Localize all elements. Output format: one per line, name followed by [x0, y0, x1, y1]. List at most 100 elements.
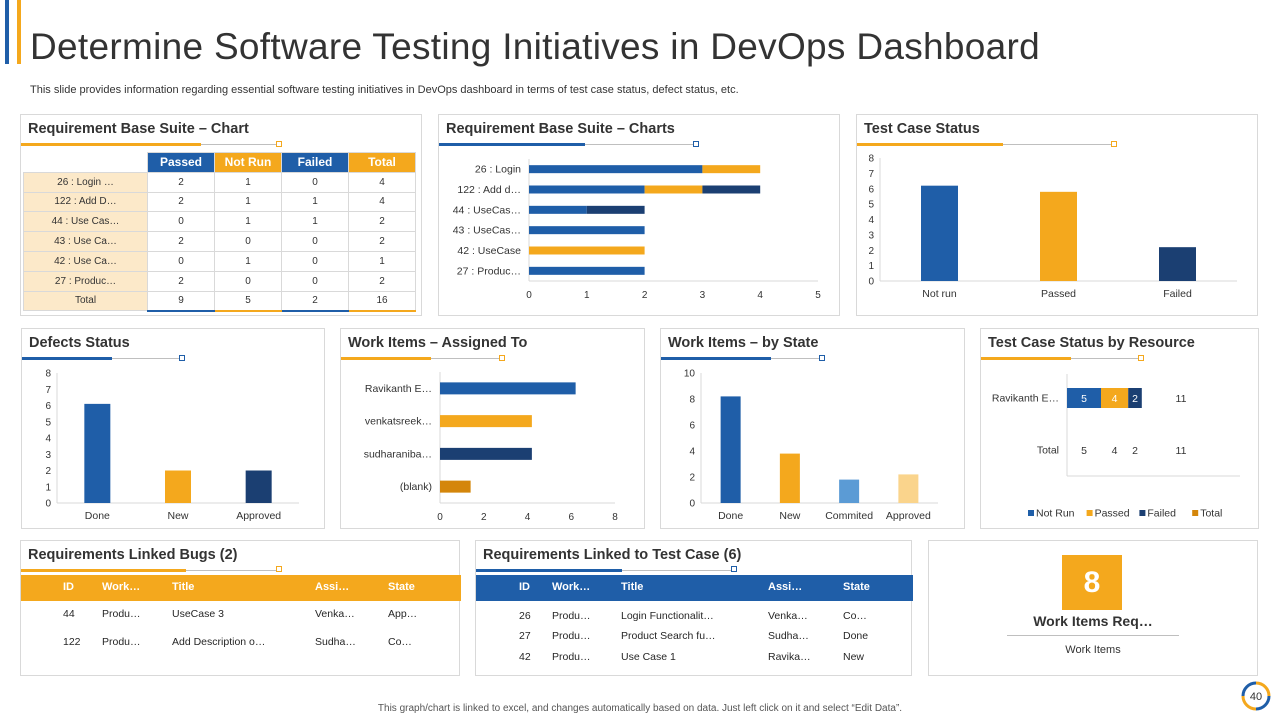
y-tick-label: venkatsreek…: [365, 416, 432, 428]
bar-segment: [1101, 388, 1129, 408]
title-underline: [1071, 358, 1141, 359]
panel-title: Work Items – Assigned To: [348, 335, 528, 351]
bar: [1040, 191, 1077, 281]
table-row[interactable]: 26 Produ… Login Functionalit… Venka… Co…: [519, 610, 867, 622]
panel-by-state[interactable]: Work Items – by State 0 2 4 6 8 10 Done New Comm…: [660, 328, 965, 529]
panel-title: Requirement Base Suite – Charts: [446, 121, 675, 137]
bar: [245, 470, 272, 503]
y-tick-label: 1: [868, 261, 874, 272]
column-header: Passed: [147, 152, 215, 173]
y-tick-label: 7: [45, 385, 51, 396]
panel-req-charts[interactable]: Requirement Base Suite – Charts 0 1 2 3 4 5 26…: [438, 114, 840, 316]
panel-assigned-to[interactable]: Work Items – Assigned To 0 2 4 6 8 Ravikanth …: [340, 328, 645, 529]
bar: [84, 403, 111, 503]
cycle-arc-blue: [1255, 695, 1271, 711]
resize-handle[interactable]: [276, 566, 282, 572]
y-tick-label: 4: [45, 434, 51, 445]
y-tick-label: sudharaniba…: [364, 448, 432, 460]
title-underline: [431, 358, 501, 359]
resize-handle[interactable]: [179, 355, 185, 361]
x-tick-label: 2: [642, 290, 648, 301]
y-tick-label: 8: [45, 369, 51, 380]
data-label: 11: [1176, 393, 1187, 405]
title-underline: [112, 358, 182, 359]
panel-linked-bugs[interactable]: Requirements Linked Bugs (2) ID Work… Ti…: [20, 540, 461, 676]
x-tick-label: New: [779, 510, 800, 522]
x-tick-label: Commited: [825, 510, 873, 522]
data-label: 5: [1081, 393, 1087, 405]
y-tick-label: 3: [45, 450, 51, 461]
panel-title: Requirement Base Suite – Chart: [28, 121, 249, 137]
column-header: Work…: [102, 581, 141, 593]
title-underline-accent: [21, 143, 201, 146]
y-tick-label: 6: [868, 184, 874, 195]
data-label: 11: [1176, 445, 1187, 457]
legend-swatch: [1028, 510, 1034, 516]
x-tick-label: 1: [584, 290, 590, 301]
title-underline: [186, 570, 279, 571]
column-header: ID: [63, 581, 74, 593]
x-tick-label: 4: [757, 290, 763, 301]
panel-kpi[interactable]: 8 Work Items Req… Work Items: [928, 540, 1258, 676]
y-tick-label: 4: [868, 215, 874, 226]
table-row[interactable]: 27 Produ… Product Search fu… Sudha… Done: [519, 630, 869, 642]
column-header: State: [843, 581, 870, 593]
bar: [440, 447, 532, 460]
table-row[interactable]: 44 Produ… UseCase 3 Venka… App…: [63, 608, 418, 620]
resize-handle[interactable]: [693, 141, 699, 147]
kpi-sublabel: Work Items: [1065, 644, 1121, 656]
table-row[interactable]: 122 Produ… Add Description o… Sudha… Co…: [63, 636, 412, 648]
bar-segment: [1067, 388, 1101, 408]
resize-handle[interactable]: [819, 355, 825, 361]
title-underline-accent: [857, 143, 1003, 146]
requirement-table: Passed Not Run Failed Total 26 : Login ……: [23, 152, 416, 312]
panel-defects-status[interactable]: Defects Status 0 1 2 3 4 5 6 7 8 Done New Approved: [21, 328, 325, 529]
resize-handle[interactable]: [1111, 141, 1117, 147]
bar: [921, 185, 958, 281]
x-tick-label: Done: [85, 510, 110, 522]
panel-title: Test Case Status by Resource: [988, 335, 1195, 351]
y-tick-label: 44 : UseCas…: [453, 204, 521, 216]
title-underline-accent: [21, 569, 186, 572]
resize-handle[interactable]: [731, 566, 737, 572]
panel-req-chart[interactable]: Requirement Base Suite – Chart Passed No…: [20, 114, 422, 316]
footer-note: This graph/chart is linked to excel, and…: [377, 703, 903, 714]
y-tick-label: Total: [1037, 445, 1059, 457]
bar-segment: [529, 226, 645, 235]
panel-title: Work Items – by State: [668, 335, 819, 351]
resize-handle[interactable]: [499, 355, 505, 361]
column-header: Work…: [552, 581, 591, 593]
x-tick-label: Not run: [922, 288, 957, 300]
title-underline-accent: [439, 143, 585, 146]
title-underline-accent: [981, 357, 1071, 360]
panel-linked-test-cases[interactable]: Requirements Linked to Test Case (6) ID …: [475, 540, 913, 676]
work-items-by-state-chart: 0 2 4 6 8 10 Done New Commited Approved: [684, 369, 938, 522]
bar: [165, 470, 191, 503]
column-header: Title: [621, 581, 644, 593]
y-tick-label: Ravikanth E…: [365, 383, 432, 395]
table-row: 26 : Login … 2 1 0 4: [23, 171, 416, 193]
table-row[interactable]: 42 Produ… Use Case 1 Ravika… New: [519, 651, 865, 663]
y-tick-label: 43 : UseCas…: [453, 225, 521, 237]
y-tick-label: 122 : Add d…: [457, 184, 521, 196]
resize-handle[interactable]: [1138, 355, 1144, 361]
column-header: State: [388, 581, 415, 593]
panel-title: Defects Status: [29, 335, 130, 351]
panel-test-case-status[interactable]: Test Case Status 0 1 2 3 4 5 6 7 8 Not run Passed F…: [856, 114, 1258, 316]
x-tick-label: Approved: [236, 510, 281, 522]
y-tick-label: 5: [45, 417, 51, 428]
y-tick-label: 6: [689, 421, 695, 432]
bar-segment: [702, 185, 761, 194]
panel-title: Test Case Status: [864, 121, 980, 137]
resize-handle[interactable]: [276, 141, 282, 147]
panel-by-resource[interactable]: Test Case Status by Resource Ravikanth E…: [980, 328, 1259, 529]
title-underline: [771, 358, 821, 359]
column-header: Total: [348, 152, 416, 173]
cycle-arc-gold: [1241, 695, 1257, 711]
y-tick-label: 0: [45, 499, 51, 510]
y-tick-label: 10: [684, 369, 696, 380]
accent-bar-gold: [17, 0, 21, 64]
column-header: Assi…: [315, 581, 350, 593]
title-underline-accent: [476, 569, 622, 572]
column-header: Not Run: [214, 152, 282, 173]
